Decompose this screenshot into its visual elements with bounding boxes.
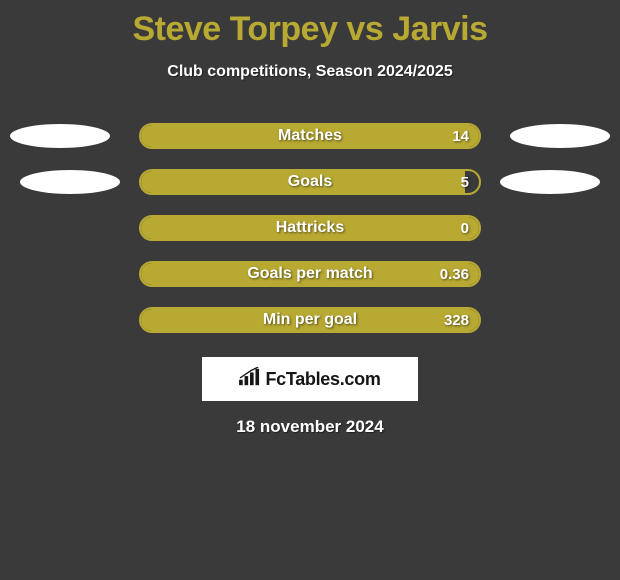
stats-list: Matches14 Goals5 Hattricks0 Goals per match… <box>0 123 620 333</box>
date-text: 18 november 2024 <box>236 417 383 437</box>
stat-bar-fill <box>141 125 479 147</box>
chart-bars-icon <box>239 367 261 392</box>
player-ellipse-right <box>500 170 600 194</box>
player-ellipse-left <box>20 170 120 194</box>
stat-row: Min per goal328 <box>0 307 620 333</box>
stat-row: Hattricks0 <box>0 215 620 241</box>
stat-bar: Hattricks0 <box>139 215 481 241</box>
stat-bar-fill <box>141 171 465 193</box>
player-ellipse-left <box>10 124 110 148</box>
stat-bar-fill <box>141 263 479 285</box>
stat-row: Goals5 <box>0 169 620 195</box>
stat-bar-fill <box>141 217 479 239</box>
stat-row: Matches14 <box>0 123 620 149</box>
page-title: Steve Torpey vs Jarvis <box>132 10 487 49</box>
logo-box: FcTables.com <box>202 357 418 401</box>
stat-bar: Min per goal328 <box>139 307 481 333</box>
logo-text: FcTables.com <box>265 369 380 390</box>
stat-bar: Goals5 <box>139 169 481 195</box>
player-ellipse-right <box>510 124 610 148</box>
stat-bar-fill <box>141 309 479 331</box>
subtitle: Club competitions, Season 2024/2025 <box>167 63 452 81</box>
stat-bar: Matches14 <box>139 123 481 149</box>
stat-bar: Goals per match0.36 <box>139 261 481 287</box>
stat-row: Goals per match0.36 <box>0 261 620 287</box>
